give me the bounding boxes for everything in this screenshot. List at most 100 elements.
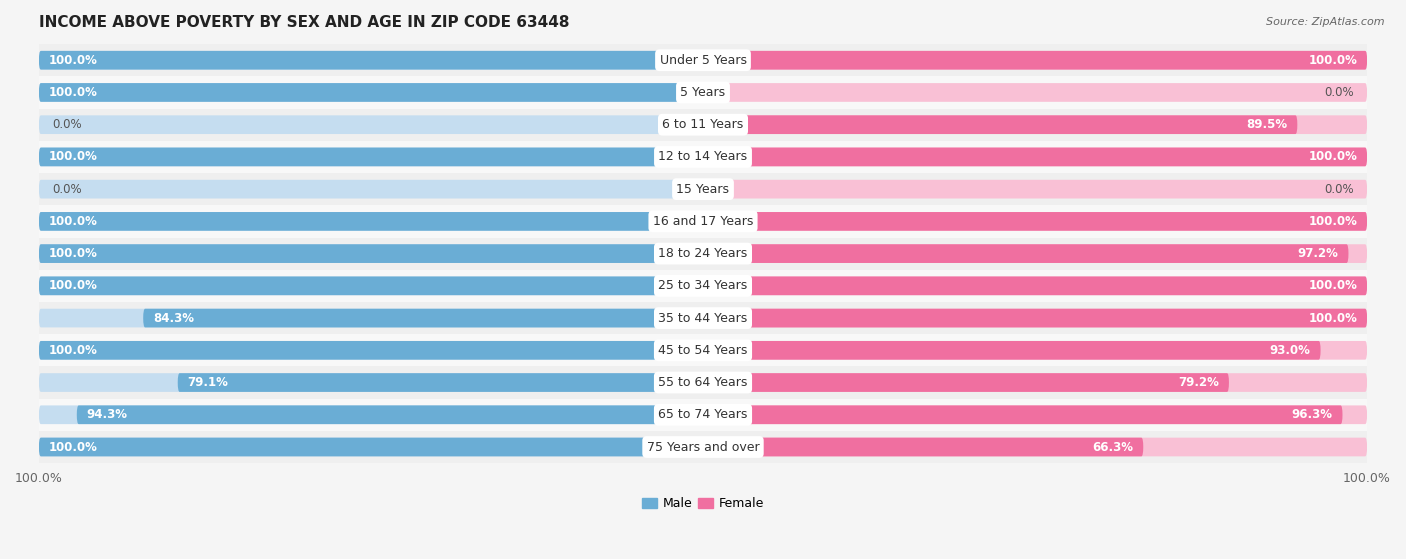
FancyBboxPatch shape: [703, 309, 1367, 328]
FancyBboxPatch shape: [703, 180, 1367, 198]
Bar: [32, 44, 1374, 77]
Text: 15 Years: 15 Years: [676, 183, 730, 196]
FancyBboxPatch shape: [39, 373, 703, 392]
FancyBboxPatch shape: [39, 212, 703, 231]
FancyBboxPatch shape: [703, 83, 1367, 102]
FancyBboxPatch shape: [703, 115, 1367, 134]
FancyBboxPatch shape: [39, 438, 703, 456]
FancyBboxPatch shape: [703, 341, 1367, 359]
Legend: Male, Female: Male, Female: [637, 492, 769, 515]
Text: Source: ZipAtlas.com: Source: ZipAtlas.com: [1267, 17, 1385, 27]
Text: 16 and 17 Years: 16 and 17 Years: [652, 215, 754, 228]
Bar: [32, 399, 1374, 431]
Text: 0.0%: 0.0%: [52, 118, 82, 131]
Text: 25 to 34 Years: 25 to 34 Years: [658, 280, 748, 292]
Bar: [32, 77, 1374, 108]
FancyBboxPatch shape: [39, 309, 703, 328]
FancyBboxPatch shape: [39, 148, 703, 166]
Text: 96.3%: 96.3%: [1292, 408, 1333, 421]
Text: 100.0%: 100.0%: [1308, 215, 1357, 228]
FancyBboxPatch shape: [703, 148, 1367, 166]
Text: 0.0%: 0.0%: [1324, 86, 1354, 99]
FancyBboxPatch shape: [703, 405, 1343, 424]
FancyBboxPatch shape: [39, 277, 703, 295]
Bar: [32, 334, 1374, 367]
Bar: [32, 205, 1374, 238]
Text: 100.0%: 100.0%: [49, 215, 98, 228]
Text: 6 to 11 Years: 6 to 11 Years: [662, 118, 744, 131]
Text: 100.0%: 100.0%: [49, 150, 98, 163]
FancyBboxPatch shape: [703, 51, 1367, 69]
FancyBboxPatch shape: [39, 51, 703, 69]
Bar: [32, 367, 1374, 399]
Text: 94.3%: 94.3%: [87, 408, 128, 421]
Bar: [32, 141, 1374, 173]
FancyBboxPatch shape: [703, 405, 1367, 424]
FancyBboxPatch shape: [703, 438, 1143, 456]
FancyBboxPatch shape: [703, 373, 1229, 392]
FancyBboxPatch shape: [703, 148, 1367, 166]
Bar: [32, 238, 1374, 270]
Text: 55 to 64 Years: 55 to 64 Years: [658, 376, 748, 389]
Text: 65 to 74 Years: 65 to 74 Years: [658, 408, 748, 421]
Text: Under 5 Years: Under 5 Years: [659, 54, 747, 67]
FancyBboxPatch shape: [703, 212, 1367, 231]
Text: 66.3%: 66.3%: [1092, 440, 1133, 453]
Bar: [32, 173, 1374, 205]
Text: 100.0%: 100.0%: [49, 86, 98, 99]
FancyBboxPatch shape: [703, 277, 1367, 295]
Text: INCOME ABOVE POVERTY BY SEX AND AGE IN ZIP CODE 63448: INCOME ABOVE POVERTY BY SEX AND AGE IN Z…: [39, 15, 569, 30]
Text: 100.0%: 100.0%: [49, 440, 98, 453]
FancyBboxPatch shape: [39, 180, 703, 198]
FancyBboxPatch shape: [39, 212, 703, 231]
Text: 100.0%: 100.0%: [49, 344, 98, 357]
FancyBboxPatch shape: [39, 244, 703, 263]
Text: 93.0%: 93.0%: [1270, 344, 1310, 357]
Text: 84.3%: 84.3%: [153, 311, 194, 325]
FancyBboxPatch shape: [39, 244, 703, 263]
Text: 100.0%: 100.0%: [49, 247, 98, 260]
FancyBboxPatch shape: [39, 51, 703, 69]
FancyBboxPatch shape: [703, 51, 1367, 69]
FancyBboxPatch shape: [703, 438, 1367, 456]
Text: 100.0%: 100.0%: [1308, 311, 1357, 325]
FancyBboxPatch shape: [39, 341, 703, 359]
FancyBboxPatch shape: [39, 277, 703, 295]
FancyBboxPatch shape: [39, 83, 703, 102]
Text: 45 to 54 Years: 45 to 54 Years: [658, 344, 748, 357]
FancyBboxPatch shape: [39, 341, 703, 359]
FancyBboxPatch shape: [77, 405, 703, 424]
Text: 0.0%: 0.0%: [52, 183, 82, 196]
Text: 100.0%: 100.0%: [1308, 54, 1357, 67]
FancyBboxPatch shape: [39, 148, 703, 166]
FancyBboxPatch shape: [143, 309, 703, 328]
Text: 5 Years: 5 Years: [681, 86, 725, 99]
Text: 100.0%: 100.0%: [49, 54, 98, 67]
Text: 89.5%: 89.5%: [1246, 118, 1288, 131]
FancyBboxPatch shape: [703, 115, 1298, 134]
FancyBboxPatch shape: [703, 244, 1348, 263]
Text: 79.1%: 79.1%: [187, 376, 229, 389]
Text: 100.0%: 100.0%: [1308, 280, 1357, 292]
FancyBboxPatch shape: [39, 83, 703, 102]
FancyBboxPatch shape: [703, 341, 1320, 359]
FancyBboxPatch shape: [703, 212, 1367, 231]
Bar: [32, 431, 1374, 463]
Text: 0.0%: 0.0%: [1324, 183, 1354, 196]
Text: 100.0%: 100.0%: [1308, 150, 1357, 163]
Text: 79.2%: 79.2%: [1178, 376, 1219, 389]
Text: 75 Years and over: 75 Years and over: [647, 440, 759, 453]
Text: 35 to 44 Years: 35 to 44 Years: [658, 311, 748, 325]
Text: 97.2%: 97.2%: [1298, 247, 1339, 260]
FancyBboxPatch shape: [703, 309, 1367, 328]
Text: 100.0%: 100.0%: [49, 280, 98, 292]
FancyBboxPatch shape: [703, 277, 1367, 295]
FancyBboxPatch shape: [177, 373, 703, 392]
Bar: [32, 302, 1374, 334]
FancyBboxPatch shape: [703, 373, 1367, 392]
FancyBboxPatch shape: [703, 244, 1367, 263]
Bar: [32, 108, 1374, 141]
FancyBboxPatch shape: [39, 115, 703, 134]
Bar: [32, 270, 1374, 302]
FancyBboxPatch shape: [39, 438, 703, 456]
